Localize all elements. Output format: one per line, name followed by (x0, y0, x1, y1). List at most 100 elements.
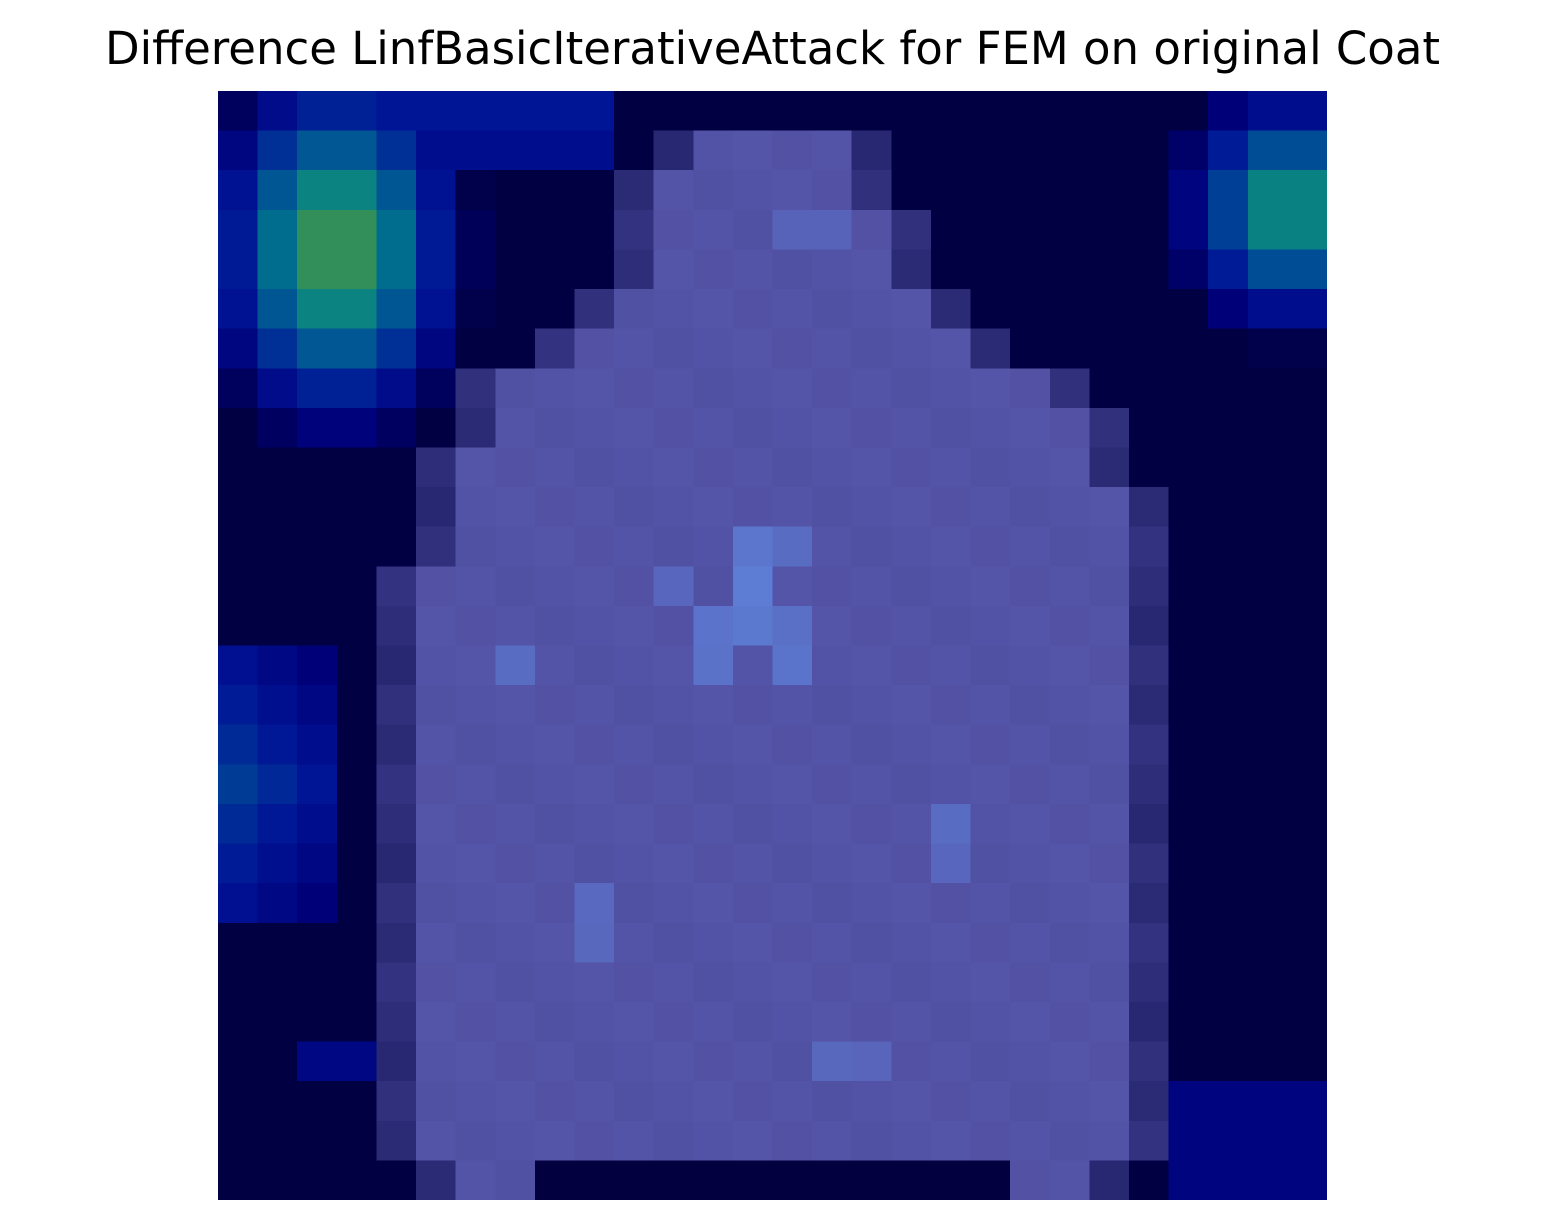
heatmap-pixel (1287, 130, 1327, 172)
heatmap-pixel (218, 209, 259, 251)
heatmap-pixel (1089, 328, 1130, 370)
heatmap-pixel (930, 209, 972, 251)
heatmap-pixel (812, 1041, 853, 1082)
heatmap-pixel (218, 764, 259, 805)
heatmap-pixel (1010, 883, 1051, 924)
heatmap-pixel (257, 249, 299, 290)
heatmap-pixel (534, 883, 576, 924)
heatmap-pixel (534, 724, 576, 766)
heatmap-pixel (455, 368, 497, 409)
heatmap-pixel (614, 843, 655, 884)
heatmap-pixel (455, 962, 497, 1003)
heatmap-pixel (970, 91, 1011, 132)
heatmap-pixel (614, 922, 655, 964)
heatmap-pixel (1168, 170, 1209, 211)
heatmap-pixel (376, 447, 417, 488)
heatmap-pixel (257, 1041, 299, 1082)
heatmap-pixel (1128, 645, 1170, 686)
heatmap-pixel (1089, 724, 1130, 766)
heatmap-pixel (1128, 368, 1170, 409)
heatmap-pixel (218, 962, 259, 1003)
heatmap-pixel (1208, 487, 1249, 528)
heatmap-pixel (257, 328, 299, 370)
heatmap-pixel (218, 566, 259, 607)
heatmap-pixel (455, 1001, 497, 1043)
heatmap-pixel (1128, 209, 1170, 251)
heatmap-pixel (1287, 566, 1327, 607)
heatmap-pixel (218, 328, 259, 370)
heatmap-pixel (416, 685, 457, 726)
heatmap-pixel (732, 447, 774, 488)
heatmap-pixel (574, 843, 615, 884)
heatmap-pixel (574, 170, 615, 211)
heatmap-pixel (930, 962, 972, 1003)
heatmap-pixel (297, 1041, 338, 1082)
heatmap-pixel (376, 1081, 417, 1122)
heatmap-pixel (1168, 209, 1209, 251)
heatmap-pixel (693, 843, 734, 884)
heatmap-pixel (455, 605, 497, 647)
heatmap-pixel (732, 407, 774, 449)
heatmap-pixel (376, 724, 417, 766)
heatmap-pixel (1010, 407, 1051, 449)
heatmap-pixel (297, 1160, 338, 1200)
heatmap-pixel (772, 685, 813, 726)
heatmap-pixel (495, 685, 536, 726)
heatmap-pixel (851, 1160, 893, 1200)
heatmap-pixel (1049, 645, 1091, 686)
heatmap-pixel (1287, 328, 1327, 370)
heatmap-pixel (1049, 803, 1091, 845)
heatmap-pixel (297, 764, 338, 805)
heatmap-pixel (1287, 1001, 1327, 1043)
heatmap-pixel (1247, 249, 1289, 290)
heatmap-pixel (653, 764, 695, 805)
heatmap-pixel (297, 487, 338, 528)
heatmap-pixel (455, 843, 497, 884)
heatmap-pixel (495, 289, 536, 330)
heatmap-pixel (1208, 130, 1249, 172)
heatmap-pixel (1247, 407, 1289, 449)
heatmap-pixel (336, 883, 378, 924)
heatmap-pixel (1168, 1160, 1209, 1200)
heatmap-pixel (1287, 289, 1327, 330)
heatmap-pixel (693, 962, 734, 1003)
heatmap-pixel (1010, 209, 1051, 251)
heatmap-pixel (970, 764, 1011, 805)
heatmap-pixel (732, 645, 774, 686)
heatmap-pixel (218, 249, 259, 290)
heatmap-pixel (1208, 170, 1249, 211)
heatmap-pixel (930, 249, 972, 290)
heatmap-pixel (812, 368, 853, 409)
heatmap-pixel (851, 605, 893, 647)
heatmap-pixel (812, 447, 853, 488)
heatmap-pixel (812, 487, 853, 528)
heatmap-pixel (732, 724, 774, 766)
heatmap-pixel (970, 1120, 1011, 1162)
heatmap-pixel (455, 130, 497, 172)
heatmap-pixel (812, 962, 853, 1003)
heatmap-pixel (1049, 1081, 1091, 1122)
heatmap-pixel (257, 1120, 299, 1162)
heatmap-pixel (534, 328, 576, 370)
heatmap-pixel (653, 209, 695, 251)
heatmap-pixel (336, 645, 378, 686)
heatmap-pixel (495, 328, 536, 370)
heatmap-pixel (297, 566, 338, 607)
heatmap-pixel (495, 526, 536, 568)
heatmap-pixel (812, 685, 853, 726)
heatmap-pixel (1247, 843, 1289, 884)
heatmap-pixel (495, 843, 536, 884)
heatmap-pixel (772, 1120, 813, 1162)
heatmap-pixel (772, 328, 813, 370)
heatmap-pixel (1287, 843, 1327, 884)
heatmap-pixel (574, 1081, 615, 1122)
heatmap-pixel (336, 249, 378, 290)
heatmap-pixel (891, 526, 932, 568)
heatmap-pixel (1208, 1001, 1249, 1043)
heatmap-pixel (1010, 685, 1051, 726)
heatmap-pixel (1089, 1041, 1130, 1082)
heatmap-pixel (1168, 1041, 1209, 1082)
heatmap-pixel (812, 1160, 853, 1200)
heatmap-pixel (1168, 764, 1209, 805)
heatmap-pixel (1089, 1081, 1130, 1122)
